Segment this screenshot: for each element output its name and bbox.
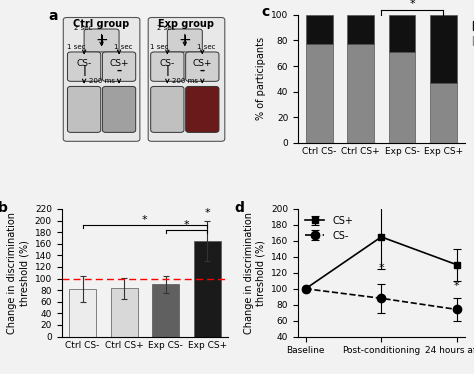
FancyBboxPatch shape xyxy=(64,18,140,141)
Text: CS-: CS- xyxy=(160,58,175,68)
Text: d: d xyxy=(235,201,245,215)
Bar xyxy=(430,83,457,142)
Text: Ctrl group: Ctrl group xyxy=(73,19,130,29)
Y-axis label: Change in discrimination
threshold (%): Change in discrimination threshold (%) xyxy=(8,212,29,334)
FancyBboxPatch shape xyxy=(167,29,202,52)
FancyBboxPatch shape xyxy=(148,18,225,141)
FancyBboxPatch shape xyxy=(67,86,101,132)
Text: Exp group: Exp group xyxy=(158,19,215,29)
Text: |: | xyxy=(82,65,86,76)
Text: +: + xyxy=(95,33,108,48)
Bar xyxy=(389,52,416,142)
Text: –: – xyxy=(117,65,122,75)
Bar xyxy=(347,44,374,142)
Text: *: * xyxy=(410,0,415,9)
Y-axis label: % of participants: % of participants xyxy=(255,37,265,120)
Bar xyxy=(430,15,457,83)
Bar xyxy=(306,44,333,142)
Text: *: * xyxy=(183,220,189,230)
Text: 1 sec: 1 sec xyxy=(114,45,132,50)
Text: 1 sec: 1 sec xyxy=(150,45,168,50)
Legend: Deteriorated, Improved: Deteriorated, Improved xyxy=(469,17,474,50)
FancyBboxPatch shape xyxy=(102,86,136,132)
FancyBboxPatch shape xyxy=(67,52,101,81)
Bar xyxy=(193,241,220,337)
FancyBboxPatch shape xyxy=(186,52,219,81)
Text: *: * xyxy=(204,208,210,218)
Text: |: | xyxy=(165,65,169,76)
Bar xyxy=(69,289,96,337)
FancyBboxPatch shape xyxy=(151,52,184,81)
Text: 200 ms: 200 ms xyxy=(172,78,198,84)
Text: 2 sec: 2 sec xyxy=(74,25,92,31)
Text: *: * xyxy=(454,281,460,291)
Text: 200 ms: 200 ms xyxy=(89,78,115,84)
Text: b: b xyxy=(0,201,8,215)
Bar xyxy=(347,15,374,44)
Text: *: * xyxy=(378,263,384,273)
Text: a: a xyxy=(48,9,58,22)
Y-axis label: Change in discrimination
threshold (%): Change in discrimination threshold (%) xyxy=(244,212,265,334)
Text: –: – xyxy=(200,65,205,75)
Bar xyxy=(389,15,416,52)
Text: 1 sec: 1 sec xyxy=(197,45,216,50)
Bar xyxy=(306,15,333,44)
Text: *: * xyxy=(142,215,148,225)
Text: 1 sec: 1 sec xyxy=(66,45,85,50)
Text: 2 sec: 2 sec xyxy=(157,25,176,31)
FancyBboxPatch shape xyxy=(186,86,219,132)
FancyBboxPatch shape xyxy=(84,29,119,52)
Text: CS-: CS- xyxy=(76,58,92,68)
Bar xyxy=(152,284,179,337)
Bar xyxy=(110,288,137,337)
Text: +: + xyxy=(178,33,191,48)
FancyBboxPatch shape xyxy=(151,86,184,132)
Text: CS+: CS+ xyxy=(192,58,212,68)
FancyBboxPatch shape xyxy=(102,52,136,81)
Text: CS+: CS+ xyxy=(109,58,129,68)
Text: c: c xyxy=(261,5,270,19)
Legend: CS+, CS-: CS+, CS- xyxy=(303,214,355,243)
